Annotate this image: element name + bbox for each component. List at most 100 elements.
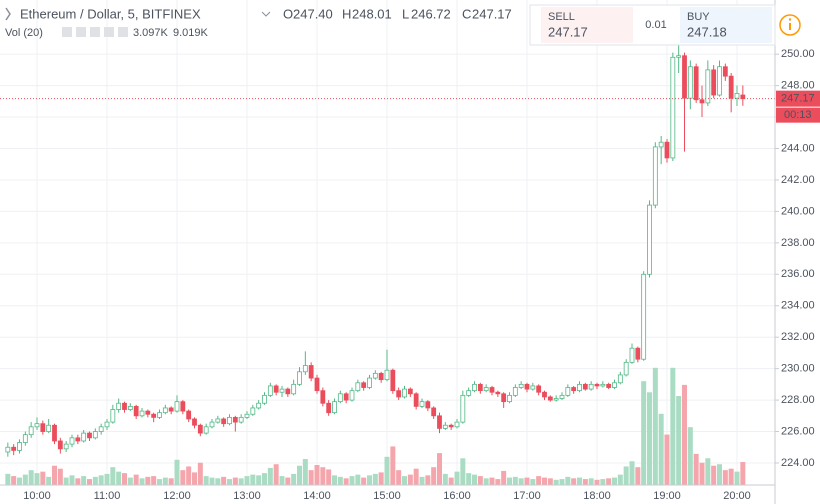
candle-body [454,421,460,428]
candle-body [52,424,57,442]
candle-body [104,421,110,428]
y-tick-label: 224.00 [781,457,815,469]
candle-body [209,421,215,428]
candle-body [180,401,186,412]
indicator-buttons[interactable] [62,27,128,37]
volume-bar [629,461,635,485]
volume-bar [693,453,699,485]
volume-bar [396,470,402,485]
candle-body [81,432,87,442]
volume-bar [314,464,320,485]
y-tick-label: 234.00 [781,300,815,312]
candle-body [69,437,75,445]
candle-body [530,385,536,390]
volume-bar [302,459,308,485]
candle-body [670,56,676,159]
volume-bar [127,477,133,485]
volume-bar [641,381,647,485]
volume-bar [600,479,606,485]
x-tick-label: 17:00 [513,490,541,502]
candle-body [693,66,699,101]
icon[interactable] [118,27,128,37]
candle-body [518,383,524,388]
candle-body [635,347,641,360]
buy-label[interactable]: BUY [687,11,710,23]
candle-body [676,55,682,58]
candle-body [501,393,507,403]
volume-bar [717,464,722,485]
info-icon-stem [789,23,791,30]
candle-body [728,75,734,99]
candle-body [291,383,297,395]
sell-label[interactable]: SELL [548,11,575,23]
candle-body [431,407,437,417]
candle-body [285,388,291,395]
candle-body [472,383,477,392]
candle-body [279,388,285,393]
sell-button[interactable] [541,7,633,43]
icon[interactable] [104,27,114,37]
candle-body [512,387,518,396]
icon[interactable] [90,27,100,37]
y-tick-label: 232.00 [781,331,815,343]
volume-bar [209,477,215,485]
x-tick-label: 16:00 [443,490,471,502]
candle-body [682,55,687,99]
volume-bar [647,392,652,485]
candle-body [232,416,238,423]
sell-price[interactable]: 247.17 [548,24,588,39]
volume-bar [635,467,641,485]
candle-body [717,66,722,96]
volume-bar [402,476,407,485]
candle-body [571,387,577,392]
volume-bar [22,474,28,485]
volume-bar [367,475,372,485]
candle-body [641,273,647,360]
candle-body [477,383,483,392]
volume-bar [594,479,600,485]
candle-body [372,372,378,379]
symbol-title[interactable]: Ethereum / Dollar, 5, BITFINEX [20,6,201,21]
candle-body [40,423,46,432]
volume-bar [52,465,57,485]
settings-caret[interactable] [261,11,271,17]
x-tick-label: 12:00 [163,490,191,502]
volume-bar [588,478,594,485]
volume-bar [244,476,250,485]
volume-bar [670,367,676,485]
icon[interactable] [76,27,86,37]
candle-body [448,424,454,428]
candle-body [262,394,267,404]
volume-bar [483,478,489,485]
candle-body [355,382,361,392]
candle-body [536,385,542,393]
buy-button[interactable] [680,7,772,43]
volume-bar [530,479,536,485]
volume-bar [267,467,273,485]
info-icon-dot [788,18,792,21]
volume-bar [17,477,22,485]
candle-body [192,418,197,426]
y-tick-label: 242.00 [781,174,815,186]
volume-bar [390,446,396,485]
info-icon[interactable] [779,14,801,36]
candle-body [75,437,81,442]
collapse-icon[interactable] [5,7,11,21]
volume-bar [361,477,367,485]
buy-price[interactable]: 247.18 [687,24,727,39]
candle-body [734,93,740,99]
volume-bar [477,476,483,485]
volume-bar [34,473,40,485]
volume-bar [407,474,413,485]
volume-bar [122,473,127,485]
volume-bar [542,477,547,485]
volume-bar [437,453,442,485]
candle-body [507,394,512,403]
volume-bar [343,478,349,485]
icon[interactable] [62,27,72,37]
candle-body [413,393,419,407]
plot-area [0,0,775,485]
candle-body [57,440,63,450]
y-tick-label: 230.00 [781,363,815,375]
